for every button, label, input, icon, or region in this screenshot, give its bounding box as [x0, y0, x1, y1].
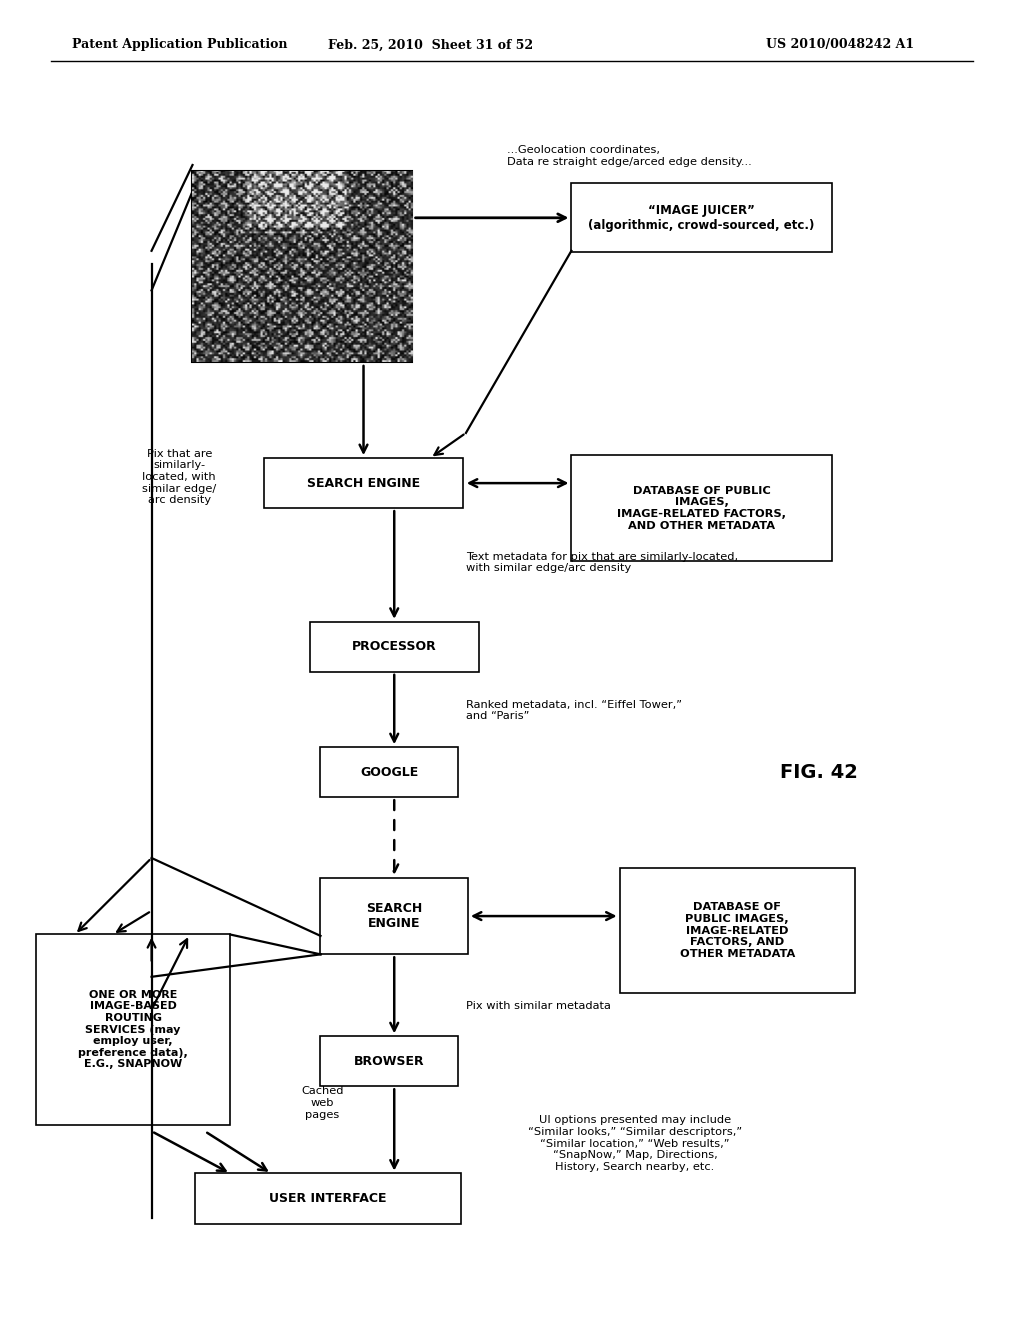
- Text: Pix that are
similarly-
located, with
similar edge/
arc density: Pix that are similarly- located, with si…: [142, 449, 216, 506]
- Text: Pix with similar metadata: Pix with similar metadata: [466, 1001, 610, 1011]
- Text: DATABASE OF
PUBLIC IMAGES,
IMAGE-RELATED
FACTORS, AND
OTHER METADATA: DATABASE OF PUBLIC IMAGES, IMAGE-RELATED…: [680, 903, 795, 958]
- Text: Cached
web
pages: Cached web pages: [301, 1086, 344, 1119]
- Text: Ranked metadata, incl. “Eiffel Tower,”
and “Paris”: Ranked metadata, incl. “Eiffel Tower,” a…: [466, 700, 682, 721]
- Text: “IMAGE JUICER”
(algorithmic, crowd-sourced, etc.): “IMAGE JUICER” (algorithmic, crowd-sourc…: [588, 203, 815, 232]
- Text: UI options presented may include
“Similar looks,” “Similar descriptors,”
“Simila: UI options presented may include “Simila…: [527, 1115, 742, 1172]
- Text: Patent Application Publication: Patent Application Publication: [72, 38, 287, 51]
- Text: ...Geolocation coordinates,
Data re straight edge/arced edge density...: ...Geolocation coordinates, Data re stra…: [507, 145, 752, 166]
- Text: SEARCH ENGINE: SEARCH ENGINE: [307, 477, 420, 490]
- Text: GOOGLE: GOOGLE: [360, 766, 418, 779]
- Text: USER INTERFACE: USER INTERFACE: [269, 1192, 386, 1205]
- Text: DATABASE OF PUBLIC
IMAGES,
IMAGE-RELATED FACTORS,
AND OTHER METADATA: DATABASE OF PUBLIC IMAGES, IMAGE-RELATED…: [616, 486, 786, 531]
- FancyBboxPatch shape: [195, 1173, 461, 1224]
- Text: Feb. 25, 2010  Sheet 31 of 52: Feb. 25, 2010 Sheet 31 of 52: [328, 38, 532, 51]
- Text: SEARCH
ENGINE: SEARCH ENGINE: [367, 902, 422, 931]
- Text: BROWSER: BROWSER: [354, 1055, 424, 1068]
- FancyBboxPatch shape: [571, 183, 833, 252]
- FancyBboxPatch shape: [36, 935, 230, 1125]
- Text: ONE OR MORE
IMAGE-BASED
ROUTING
SERVICES (may
employ user,
preference data),
E.G: ONE OR MORE IMAGE-BASED ROUTING SERVICES…: [78, 990, 188, 1069]
- Text: FIG. 42: FIG. 42: [780, 763, 858, 781]
- Text: PROCESSOR: PROCESSOR: [352, 640, 436, 653]
- FancyBboxPatch shape: [309, 622, 479, 672]
- FancyBboxPatch shape: [319, 878, 469, 954]
- FancyBboxPatch shape: [319, 1036, 459, 1086]
- FancyBboxPatch shape: [571, 455, 833, 561]
- Text: Text metadata for pix that are similarly-located,
with similar edge/arc density: Text metadata for pix that are similarly…: [466, 552, 738, 573]
- Text: US 2010/0048242 A1: US 2010/0048242 A1: [766, 38, 913, 51]
- FancyBboxPatch shape: [319, 747, 459, 797]
- FancyBboxPatch shape: [620, 869, 855, 993]
- FancyBboxPatch shape: [263, 458, 463, 508]
